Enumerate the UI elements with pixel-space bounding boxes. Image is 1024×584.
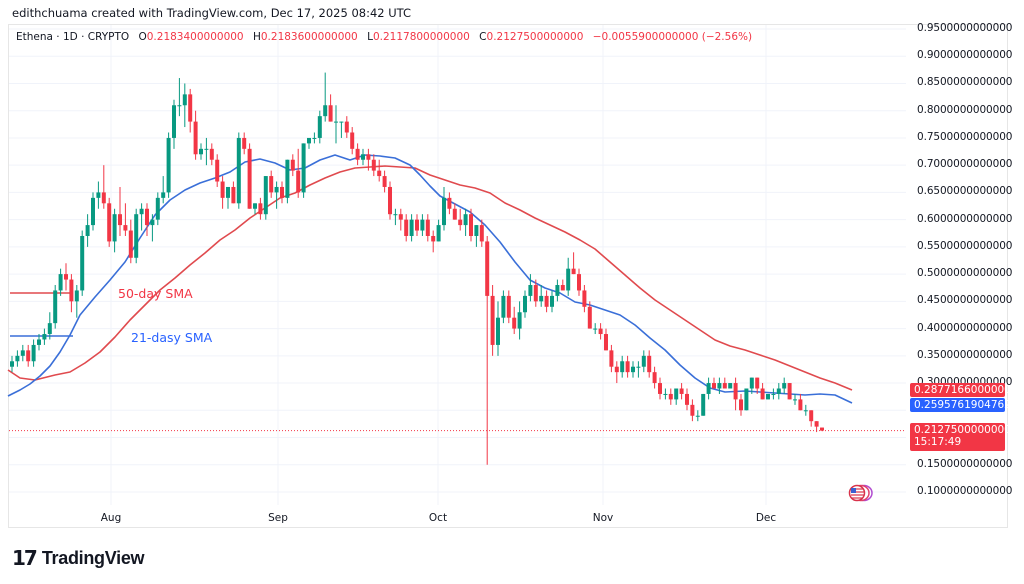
bar-countdown: 15:17:49 (914, 436, 962, 448)
price-axis-tick: 0.7000000000000 (917, 158, 1013, 171)
high-label: H (252, 31, 261, 43)
last-price-value: 0.2127500000000 (914, 424, 1011, 436)
chart-pane[interactable] (8, 24, 1008, 528)
price-axis-tick: 0.8000000000000 (917, 103, 1013, 116)
time-axis-tick: Sep (268, 512, 288, 524)
tradingview-logo-text: TradingView (41, 547, 145, 568)
time-axis-tick: Aug (100, 512, 122, 524)
us-flag-icon[interactable] (845, 484, 873, 502)
time-axis-tick: Nov (592, 512, 614, 524)
sma21-annotation: 21-dasy SMA (131, 330, 213, 345)
last-price-tag: 0.2127500000000 15:17:49 (910, 423, 1011, 451)
price-axis-tick: 0.5000000000000 (917, 267, 1013, 280)
tradingview-logo[interactable]: 17 TradingView (12, 546, 145, 570)
high-value: 0.2183600000000 (260, 31, 358, 43)
chart-attribution: edithchuama created with TradingView.com… (12, 6, 412, 20)
price-axis-tick: 0.3500000000000 (917, 348, 1013, 361)
change-value: −0.0055900000000 (−2.56%) (592, 31, 753, 43)
close-value: 0.2127500000000 (486, 31, 584, 43)
sma50-price-tag: 0.2877166000000 (910, 383, 1011, 397)
sma21-price-tag: 0.2595761904762 (910, 398, 1011, 412)
tradingview-logo-icon: 17 (12, 546, 38, 570)
low-value: 0.2117800000000 (372, 31, 470, 43)
close-label: C (479, 31, 487, 43)
time-axis-tick: Oct (428, 512, 448, 524)
symbol-legend: Ethena · 1D · CRYPTO O0.2183400000000 H0… (16, 31, 752, 43)
symbol-name[interactable]: Ethena · 1D · CRYPTO (16, 31, 130, 43)
price-axis-tick: 0.6000000000000 (917, 212, 1013, 225)
price-axis-tick: 0.8500000000000 (917, 76, 1013, 89)
sma50-annotation: 50-day SMA (118, 286, 193, 301)
price-axis-tick: 0.9500000000000 (917, 22, 1013, 34)
open-label: O (138, 31, 147, 43)
price-axis-tick: 0.1000000000000 (917, 484, 1013, 497)
price-axis-tick: 0.5500000000000 (917, 239, 1013, 252)
price-axis-tick: 0.4000000000000 (917, 321, 1013, 334)
price-axis-tick: 0.4500000000000 (917, 294, 1013, 307)
price-axis-tick: 0.1500000000000 (917, 457, 1013, 470)
price-axis-tick: 0.6500000000000 (917, 185, 1013, 198)
low-label: L (367, 31, 373, 43)
open-value: 0.2183400000000 (146, 31, 244, 43)
price-axis-tick: 0.9000000000000 (917, 49, 1013, 62)
time-axis-tick: Dec (755, 512, 777, 524)
price-axis-tick: 0.7500000000000 (917, 130, 1013, 143)
